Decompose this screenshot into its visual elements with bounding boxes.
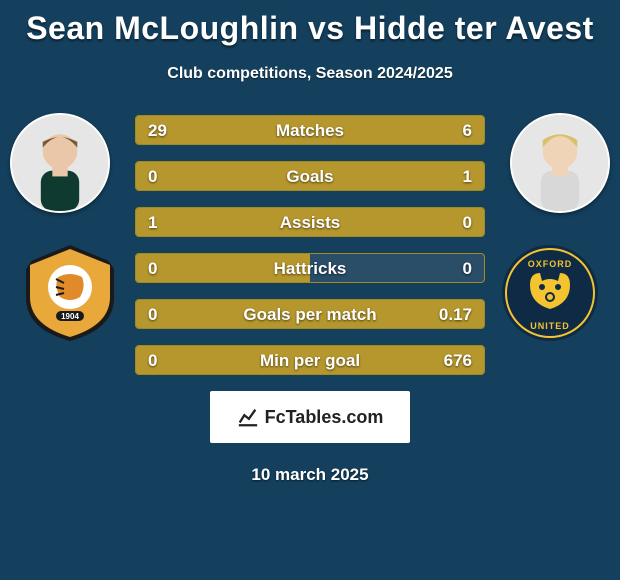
- page-title: Sean McLoughlin vs Hidde ter Avest: [0, 0, 620, 47]
- stat-label: Matches: [136, 116, 484, 145]
- chart-icon: [237, 406, 259, 428]
- stat-row: 1Assists0: [135, 207, 485, 237]
- stat-label: Hattricks: [136, 254, 484, 283]
- svg-text:OXFORD: OXFORD: [528, 259, 573, 269]
- stat-row: 0Goals1: [135, 161, 485, 191]
- stat-value-right: 0: [463, 208, 472, 237]
- stat-label: Min per goal: [136, 346, 484, 375]
- stat-row: 0Min per goal676: [135, 345, 485, 375]
- stat-value-right: 676: [444, 346, 472, 375]
- stats-bars: 29Matches60Goals11Assists00Hattricks00Go…: [135, 113, 485, 375]
- stat-value-right: 1: [463, 162, 472, 191]
- stat-value-right: 6: [463, 116, 472, 145]
- svg-text:UNITED: UNITED: [530, 321, 570, 331]
- stat-label: Assists: [136, 208, 484, 237]
- player-left-avatar: [10, 113, 110, 213]
- stat-row: 29Matches6: [135, 115, 485, 145]
- stat-label: Goals per match: [136, 300, 484, 329]
- svg-text:1904: 1904: [61, 312, 79, 321]
- page-subtitle: Club competitions, Season 2024/2025: [0, 65, 620, 83]
- stat-value-right: 0.17: [439, 300, 472, 329]
- club-left-badge: 1904: [20, 243, 120, 343]
- club-right-badge: OXFORD UNITED: [500, 243, 600, 343]
- date-label: 10 march 2025: [0, 465, 620, 485]
- stat-row: 0Hattricks0: [135, 253, 485, 283]
- stat-value-right: 0: [463, 254, 472, 283]
- player-right-avatar: [510, 113, 610, 213]
- stat-label: Goals: [136, 162, 484, 191]
- stat-row: 0Goals per match0.17: [135, 299, 485, 329]
- badge-text: FcTables.com: [265, 407, 384, 428]
- source-badge: FcTables.com: [210, 391, 410, 443]
- comparison-content: 1904 OXFORD UNITED 29Matches60Goals11Ass…: [0, 113, 620, 375]
